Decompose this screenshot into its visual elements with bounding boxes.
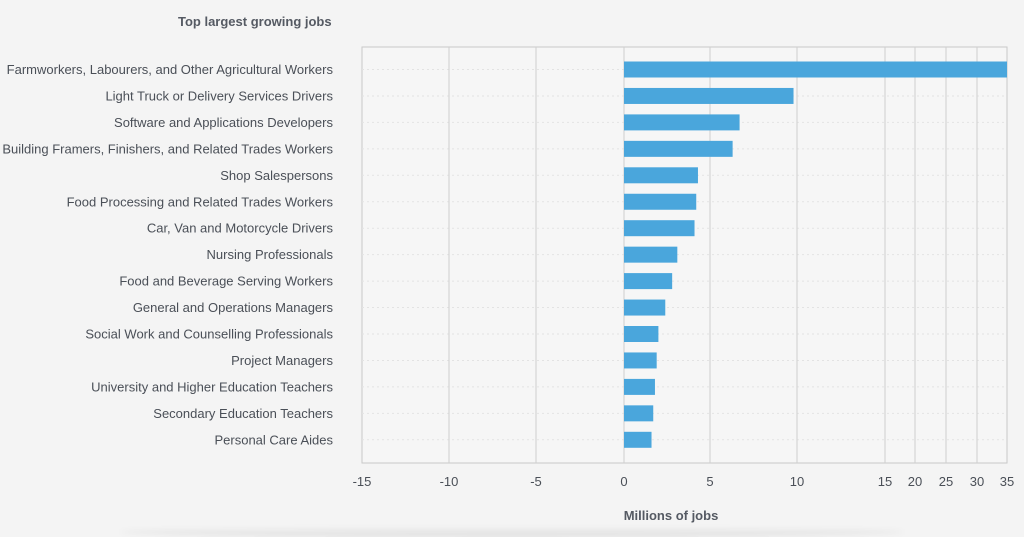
category-label: Food Processing and Related Trades Worke…	[67, 194, 334, 209]
category-label: Software and Applications Developers	[114, 115, 333, 130]
x-tick-label: -10	[440, 474, 459, 489]
bar	[624, 299, 666, 316]
bar	[624, 405, 654, 422]
bar	[624, 140, 733, 157]
x-tick-label: 5	[706, 474, 713, 489]
x-tick-label: -15	[353, 474, 372, 489]
bar	[624, 246, 678, 263]
category-labels: Farmworkers, Labourers, and Other Agricu…	[2, 62, 333, 447]
category-label: Nursing Professionals	[207, 247, 334, 262]
bar	[624, 193, 697, 210]
bar	[624, 114, 740, 131]
bar	[624, 273, 673, 290]
bars	[624, 61, 1007, 448]
bar	[624, 61, 1007, 78]
category-label: Personal Care Aides	[214, 432, 333, 447]
bar	[624, 326, 659, 342]
x-axis-title: Millions of jobs	[624, 508, 719, 523]
category-label: Secondary Education Teachers	[153, 406, 333, 421]
category-label: Project Managers	[231, 353, 333, 368]
bar	[624, 167, 698, 184]
x-tick-label: 30	[970, 474, 984, 489]
category-label: General and Operations Managers	[133, 300, 334, 315]
x-tick-label: 0	[620, 474, 627, 489]
bar	[624, 87, 794, 104]
gridlines	[448, 47, 978, 463]
x-tick-label: 25	[939, 474, 953, 489]
bar	[624, 352, 657, 369]
chart-title: Top largest growing jobs	[178, 14, 332, 29]
x-tick-label: 15	[878, 474, 892, 489]
category-label: Shop Salespersons	[220, 168, 333, 183]
x-tick-labels: -15 -10 -5 0 5 10 15 20 25 30 35	[353, 474, 1015, 489]
category-label: University and Higher Education Teachers	[91, 379, 333, 394]
x-tick-label: 35	[1000, 474, 1014, 489]
category-label: Social Work and Counselling Professional…	[85, 327, 333, 342]
page-shadow	[120, 527, 904, 537]
bar	[624, 431, 652, 448]
x-tick-label: 10	[790, 474, 804, 489]
x-tick-label: 20	[908, 474, 922, 489]
category-label: Food and Beverage Serving Workers	[119, 274, 333, 289]
category-label: Light Truck or Delivery Services Drivers	[105, 88, 333, 103]
category-label: Building Framers, Finishers, and Related…	[2, 141, 333, 156]
category-label: Farmworkers, Labourers, and Other Agricu…	[7, 62, 334, 77]
bar	[624, 220, 695, 237]
x-tick-label: -5	[530, 474, 542, 489]
bar	[624, 378, 655, 395]
category-label: Car, Van and Motorcycle Drivers	[147, 221, 334, 236]
